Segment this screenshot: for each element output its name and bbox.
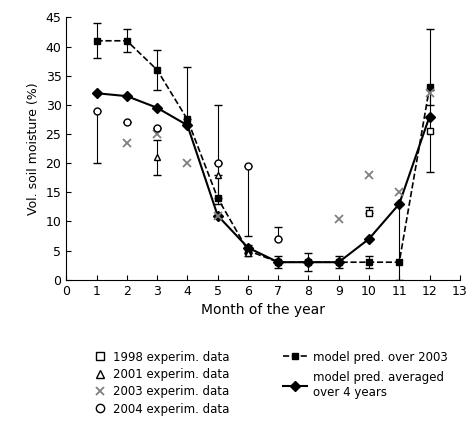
- model pred. averaged
over 4 years: [366, 236, 372, 242]
- model pred. averaged
over 4 years: [306, 260, 311, 265]
- model pred. averaged
over 4 years: [275, 260, 281, 265]
- Y-axis label: Vol. soil moisture (%): Vol. soil moisture (%): [27, 82, 40, 215]
- model pred. averaged
over 4 years: [94, 90, 100, 96]
- X-axis label: Month of the year: Month of the year: [201, 303, 325, 317]
- 2003 experim. data: [396, 190, 402, 195]
- 2003 experim. data: [155, 132, 160, 137]
- model pred. averaged
over 4 years: [396, 201, 402, 207]
- model pred. averaged
over 4 years: [215, 213, 220, 218]
- model pred. averaged
over 4 years: [155, 105, 160, 111]
- 2003 experim. data: [427, 90, 432, 96]
- model pred. averaged
over 4 years: [336, 260, 342, 265]
- 2003 experim. data: [184, 160, 190, 166]
- 2003 experim. data: [124, 140, 130, 146]
- model pred. averaged
over 4 years: [427, 114, 432, 119]
- 2003 experim. data: [215, 213, 220, 218]
- model pred. averaged
over 4 years: [245, 245, 251, 250]
- Line: model pred. averaged
over 4 years: model pred. averaged over 4 years: [93, 90, 433, 266]
- Legend: model pred. over 2003, model pred. averaged
over 4 years: model pred. over 2003, model pred. avera…: [283, 351, 447, 399]
- 2003 experim. data: [336, 216, 342, 221]
- model pred. averaged
over 4 years: [184, 123, 190, 128]
- model pred. averaged
over 4 years: [124, 94, 130, 99]
- 2003 experim. data: [366, 172, 372, 177]
- Line: 2003 experim. data: 2003 experim. data: [123, 89, 434, 223]
